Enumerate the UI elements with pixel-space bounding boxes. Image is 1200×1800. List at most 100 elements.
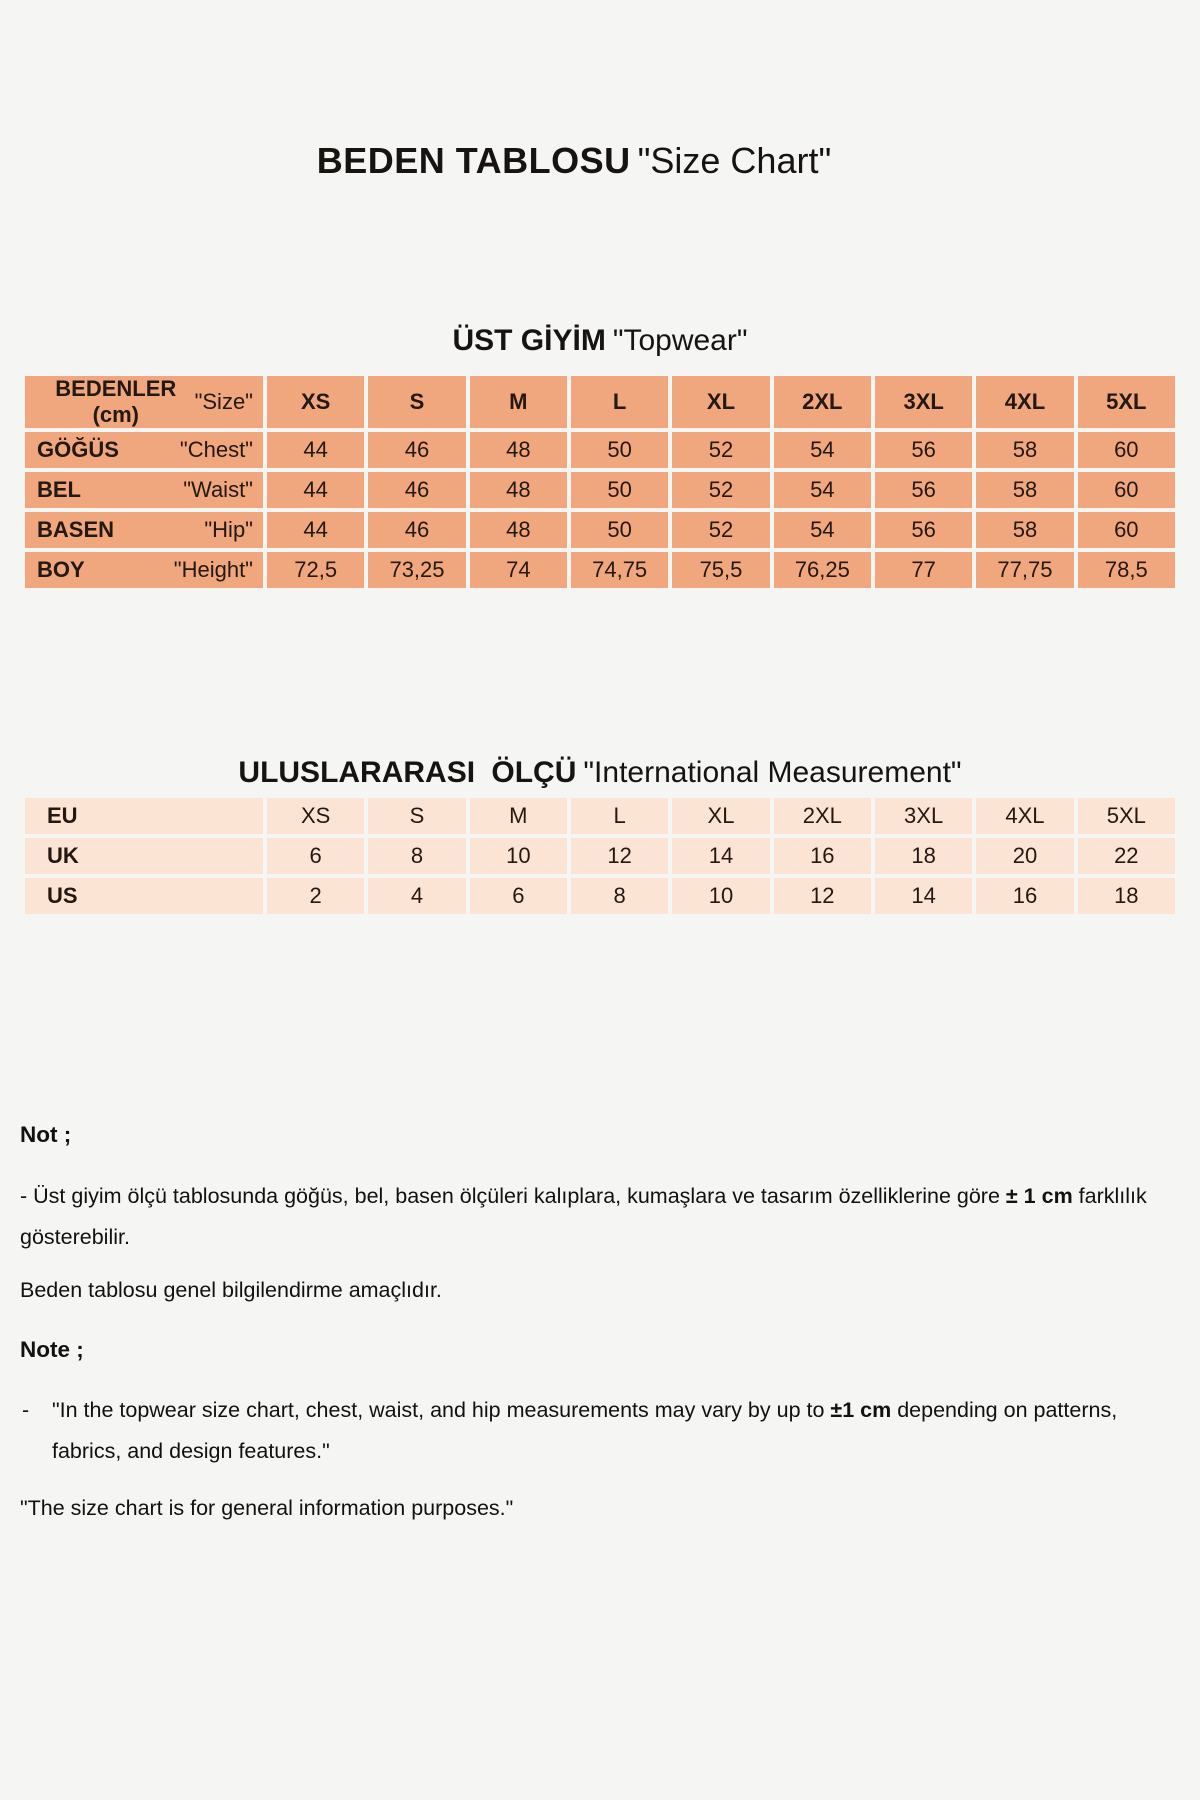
value-cell: 6 bbox=[267, 838, 365, 874]
row-label: GÖĞÜS bbox=[37, 437, 119, 462]
value-cell: S bbox=[368, 798, 466, 834]
value-cell: 54 bbox=[773, 472, 871, 508]
value-cell: 60 bbox=[1077, 512, 1175, 548]
value-cell: 74 bbox=[469, 552, 567, 588]
row-label-cell: GÖĞÜS "Chest" bbox=[25, 432, 263, 468]
value-cell: 78,5 bbox=[1077, 552, 1175, 588]
value-cell: 44 bbox=[267, 512, 365, 548]
value-cell: 58 bbox=[976, 512, 1074, 548]
value-cell: 5XL bbox=[1077, 798, 1175, 834]
value-cell: 73,25 bbox=[368, 552, 466, 588]
value-cell: 46 bbox=[368, 472, 466, 508]
table-row: BEL "Waist" 44 46 48 50 52 54 56 58 60 bbox=[25, 472, 1175, 508]
value-cell: 44 bbox=[267, 472, 365, 508]
value-cell: 74,75 bbox=[570, 552, 669, 588]
page-title-turkish: BEDEN TABLOSU bbox=[316, 140, 631, 181]
value-cell: XL bbox=[672, 798, 770, 834]
value-cell: 14 bbox=[874, 878, 973, 914]
row-label: BOY bbox=[37, 557, 85, 582]
topwear-heading-turkish: ÜST GİYİM bbox=[452, 324, 606, 357]
value-cell: 50 bbox=[570, 512, 669, 548]
value-cell: 72,5 bbox=[267, 552, 365, 588]
row-label: UK bbox=[47, 843, 79, 868]
row-label-cell: BOY "Height" bbox=[25, 552, 263, 588]
size-header-cell: XL bbox=[672, 376, 770, 428]
value-cell: 10 bbox=[469, 838, 567, 874]
value-cell: 52 bbox=[672, 512, 770, 548]
international-table-body: EU XS S M L XL 2XL 3XL 4XL 5XL UK 6 8 10 12 14 16 18 20 22 U… bbox=[25, 798, 1175, 914]
page-title: BEDEN TABLOSU "Size Chart" bbox=[0, 140, 1148, 182]
value-cell: 8 bbox=[368, 838, 466, 874]
value-cell: 52 bbox=[672, 432, 770, 468]
row-sublabel: "Hip" bbox=[204, 517, 253, 542]
value-cell: 8 bbox=[570, 878, 669, 914]
value-cell: 58 bbox=[976, 472, 1074, 508]
size-header-cell: L bbox=[570, 376, 669, 428]
size-header-cell: 2XL bbox=[773, 376, 871, 428]
value-cell: 48 bbox=[469, 432, 567, 468]
size-header-cell: 4XL bbox=[976, 376, 1074, 428]
value-cell: 22 bbox=[1077, 838, 1175, 874]
international-size-table: EU XS S M L XL 2XL 3XL 4XL 5XL UK 6 8 10 12 14 16 18 20 22 U… bbox=[21, 794, 1179, 918]
page-title-english: "Size Chart" bbox=[637, 140, 832, 181]
row-sublabel: "Size" bbox=[194, 389, 253, 414]
value-cell: 44 bbox=[267, 432, 365, 468]
value-cell: 60 bbox=[1077, 432, 1175, 468]
size-header-cell: XS bbox=[267, 376, 365, 428]
table-row: US 2 4 6 8 10 12 14 16 18 bbox=[25, 878, 1175, 914]
table-row: BASEN "Hip" 44 46 48 50 52 54 56 58 60 bbox=[25, 512, 1175, 548]
value-cell: 46 bbox=[368, 512, 466, 548]
value-cell: 10 bbox=[672, 878, 770, 914]
value-cell: 52 bbox=[672, 472, 770, 508]
value-cell: 56 bbox=[874, 432, 973, 468]
value-cell: 48 bbox=[469, 512, 567, 548]
row-label-cell: UK bbox=[25, 838, 263, 874]
note-english-general: "The size chart is for general informati… bbox=[20, 1496, 514, 1520]
value-cell: 77,75 bbox=[976, 552, 1074, 588]
international-heading-english: "International Measurement" bbox=[583, 756, 962, 789]
value-cell: 46 bbox=[368, 432, 466, 468]
value-cell: 2 bbox=[267, 878, 365, 914]
value-cell: 4 bbox=[368, 878, 466, 914]
value-cell: 16 bbox=[773, 838, 871, 874]
size-header-cell: 5XL bbox=[1077, 376, 1175, 428]
row-label: BEDENLER (cm) bbox=[55, 376, 177, 427]
note-english-bullet: - "In the topwear size chart, chest, wai… bbox=[20, 1390, 1192, 1472]
value-cell: 48 bbox=[469, 472, 567, 508]
value-cell: 4XL bbox=[976, 798, 1074, 834]
value-cell: M bbox=[469, 798, 567, 834]
row-label-cell: EU bbox=[25, 798, 263, 834]
value-cell: 54 bbox=[773, 432, 871, 468]
table-row: EU XS S M L XL 2XL 3XL 4XL 5XL bbox=[25, 798, 1175, 834]
row-label-cell: US bbox=[25, 878, 263, 914]
international-section-heading: ULUSLARARASI ÖLÇÜ "International Measurem… bbox=[0, 756, 1200, 790]
value-cell: 58 bbox=[976, 432, 1074, 468]
value-cell: 16 bbox=[976, 878, 1074, 914]
row-label: BASEN bbox=[37, 517, 115, 542]
note-english-bullet-text: "In the topwear size chart, chest, waist… bbox=[52, 1398, 1118, 1463]
topwear-size-table: BEDENLER (cm) "Size" XS S M L XL 2XL 3XL 4XL 5XL GÖ… bbox=[21, 372, 1179, 592]
value-cell: 77 bbox=[874, 552, 973, 588]
value-cell: 76,25 bbox=[773, 552, 871, 588]
table-row: BEDENLER (cm) "Size" XS S M L XL 2XL 3XL 4XL 5XL bbox=[25, 376, 1175, 428]
value-cell: 54 bbox=[773, 512, 871, 548]
bullet-dash: - bbox=[22, 1398, 30, 1422]
table-row: GÖĞÜS "Chest" 44 46 48 50 52 54 56 58 60 bbox=[25, 432, 1175, 468]
value-cell: 56 bbox=[874, 512, 973, 548]
note-turkish-bullet: - Üst giyim ölçü tablosunda göğüs, bel, … bbox=[20, 1184, 1147, 1249]
table-row: BOY "Height" 72,5 73,25 74 74,75 75,5 76,25 77 77… bbox=[25, 552, 1175, 588]
value-cell: L bbox=[570, 798, 669, 834]
row-label: BEL bbox=[37, 477, 81, 502]
size-header-cell: M bbox=[469, 376, 567, 428]
value-cell: 50 bbox=[570, 432, 669, 468]
row-sublabel: "Waist" bbox=[183, 477, 253, 502]
value-cell: 3XL bbox=[874, 798, 973, 834]
row-label-cell: BEDENLER (cm) "Size" bbox=[25, 376, 263, 428]
value-cell: 18 bbox=[1077, 878, 1175, 914]
topwear-section-heading: ÜST GİYİM "Topwear" bbox=[0, 324, 1200, 358]
row-label-cell: BASEN "Hip" bbox=[25, 512, 263, 548]
table-row: UK 6 8 10 12 14 16 18 20 22 bbox=[25, 838, 1175, 874]
row-label-cell: BEL "Waist" bbox=[25, 472, 263, 508]
value-cell: 75,5 bbox=[672, 552, 770, 588]
